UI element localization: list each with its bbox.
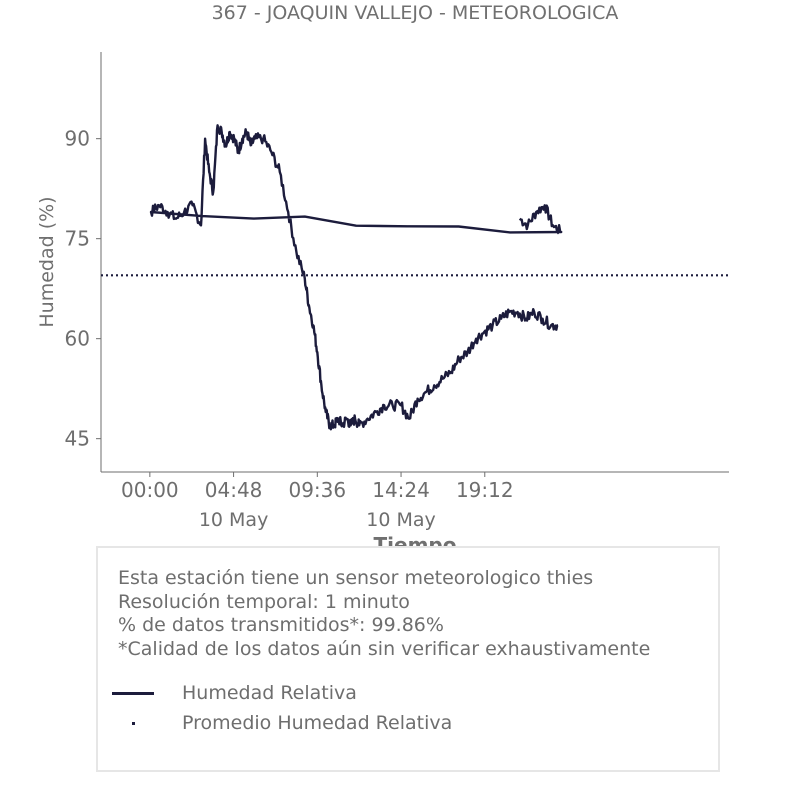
- x-tick-date: 10 May: [366, 509, 436, 531]
- y-tick-label: 60: [65, 327, 90, 351]
- x-tick-label: 00:00: [121, 478, 179, 502]
- info-line-sensor: Esta estación tiene un sensor meteorolog…: [118, 567, 594, 589]
- legend-label-humedad: Humedad Relativa: [182, 682, 357, 704]
- humidity-series-line: [149, 124, 563, 431]
- legend-item-humedad: Humedad Relativa: [110, 682, 357, 704]
- y-axis-label: Humedad (%): [36, 196, 58, 328]
- legend-swatch-dotted: [110, 712, 156, 734]
- info-line-resolution: Resolución temporal: 1 minuto: [118, 590, 410, 613]
- y-tick-label: 90: [65, 127, 90, 151]
- tick-labels: 45 60 75 90 00:00 04:48 10 May 09:36 14:24 10 May…: [65, 127, 514, 531]
- humidity-chart: 45 60 75 90 00:00 04:48 10 May 09:36 14:24 10 May…: [65, 52, 729, 531]
- info-line-transmitted: % de datos transmitidos*: 99.86%: [118, 614, 444, 636]
- y-tick-label: 45: [65, 427, 90, 451]
- info-line-quality: *Calidad de los datos aún sin verificar …: [118, 637, 651, 660]
- y-tick-label: 75: [65, 227, 90, 251]
- legend-swatch-solid: [110, 682, 156, 704]
- legend-item-promedio: Promedio Humedad Relativa: [110, 712, 452, 734]
- info-legend-box: Esta estación tiene un sensor meteorolog…: [96, 546, 720, 772]
- x-tick-date: 10 May: [199, 509, 269, 531]
- station-info: Esta estación tiene un sensor meteorolog…: [118, 567, 650, 661]
- series-layer: [101, 124, 729, 431]
- x-tick-label: 19:12: [456, 478, 514, 502]
- chart-title: 367 - JOAQUIN VALLEJO - METEOROLOGICA: [211, 2, 619, 24]
- chart-axes: [96, 52, 729, 477]
- x-tick-label: 04:48: [205, 478, 263, 502]
- x-tick-label: 14:24: [372, 478, 430, 502]
- x-tick-label: 09:36: [288, 478, 346, 502]
- legend-label-promedio: Promedio Humedad Relativa: [182, 712, 453, 734]
